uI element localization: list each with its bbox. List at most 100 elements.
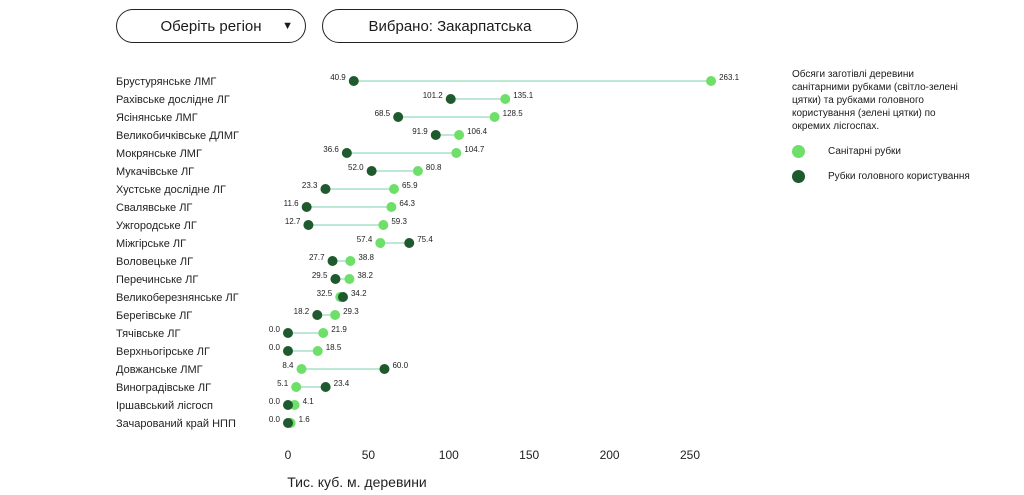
data-label: 4.1 [303, 397, 315, 406]
sanitary-point [345, 256, 356, 266]
category-label: Рахівське дослідне ЛГ [116, 94, 230, 106]
category-label: Іршавський лісгосп [116, 400, 213, 412]
main-point [303, 220, 314, 230]
data-label: 135.1 [513, 91, 534, 100]
data-label: 18.2 [294, 307, 310, 316]
main-point [283, 328, 293, 338]
category-label: Свалявське ЛГ [116, 202, 192, 214]
data-label: 34.2 [351, 289, 367, 298]
main-point [404, 238, 415, 248]
sanitary-point [375, 238, 386, 248]
data-label: 38.2 [357, 271, 373, 280]
legend-description: Обсяги заготівлі деревини санітарними ру… [792, 69, 958, 132]
selected-region-button[interactable]: Вибрано: Закарпатська [322, 9, 578, 43]
data-label: 128.5 [503, 109, 524, 118]
main-point [341, 148, 352, 158]
sanitary-point [344, 274, 355, 284]
data-label: 59.3 [391, 217, 407, 226]
sanitary-point [451, 148, 462, 158]
selected-region-label: Вибрано: Закарпатська [368, 17, 532, 35]
main-point [283, 346, 293, 356]
data-label: 21.9 [331, 325, 347, 334]
data-label: 29.3 [343, 307, 359, 316]
sanitary-point [330, 310, 341, 320]
data-label: 52.0 [348, 163, 364, 172]
legend-label: Санітарні рубки [828, 146, 902, 157]
main-point [320, 184, 331, 194]
legend-item-sanitary: Санітарні рубки [792, 145, 972, 158]
data-label: 38.8 [358, 253, 374, 262]
data-label: 68.5 [375, 109, 391, 118]
data-label: 12.7 [285, 217, 301, 226]
sanitary-point [291, 382, 302, 392]
data-label: 80.8 [426, 163, 442, 172]
sanitary-point [388, 184, 399, 194]
legend-label: Рубки головного користування [828, 171, 970, 182]
category-label: Великобичківське ДЛМГ [116, 130, 239, 142]
sanitary-point [412, 166, 423, 176]
chevron-down-icon: ▼ [282, 20, 293, 32]
main-point [320, 382, 331, 392]
data-label: 60.0 [392, 361, 408, 370]
data-label: 5.1 [277, 379, 289, 388]
x-tick-label: 250 [680, 448, 700, 462]
category-label: Верхньогірське ЛГ [116, 346, 210, 358]
sanitary-point [706, 76, 717, 86]
data-label: 27.7 [309, 253, 325, 262]
dark-dot-icon [792, 170, 805, 183]
sanitary-point [318, 328, 329, 338]
data-label: 64.3 [399, 199, 415, 208]
data-label: 40.9 [330, 73, 346, 82]
region-select[interactable]: Оберіть регіон ▼ [116, 9, 306, 43]
main-point [430, 130, 441, 140]
sanitary-point [296, 364, 307, 374]
x-axis-title: Тис. куб. м. деревини [287, 474, 427, 490]
data-label: 104.7 [464, 145, 485, 154]
data-label: 65.9 [402, 181, 418, 190]
category-label: Воловецьке ЛГ [116, 256, 193, 268]
data-label: 32.5 [317, 289, 333, 298]
category-label: Брустурянське ЛМГ [116, 76, 216, 88]
main-point [312, 310, 323, 320]
legend-item-main: Рубки головного користування [792, 170, 972, 183]
legend: Обсяги заготівлі деревини санітарними ру… [792, 68, 972, 183]
x-tick-label: 0 [285, 448, 292, 462]
x-tick-label: 200 [600, 448, 620, 462]
category-label: Довжанське ЛМГ [116, 364, 203, 376]
data-label: 106.4 [467, 127, 488, 136]
sanitary-point [489, 112, 500, 122]
x-tick-label: 50 [362, 448, 376, 462]
main-point [379, 364, 390, 374]
x-tick-label: 150 [519, 448, 539, 462]
data-label: 0.0 [269, 343, 281, 352]
main-point [393, 112, 404, 122]
main-point [348, 76, 359, 86]
sanitary-point [500, 94, 511, 104]
light-dot-icon [792, 145, 805, 158]
category-label: Зачарований край НПП [116, 418, 236, 430]
data-label: 0.0 [269, 397, 281, 406]
category-label: Міжгірське ЛГ [116, 238, 186, 250]
sanitary-point [386, 202, 397, 212]
category-label: Хустське дослідне ЛГ [116, 184, 226, 196]
category-label: Ужгородське ЛГ [116, 220, 197, 232]
data-label: 75.4 [417, 235, 433, 244]
category-label: Тячівське ЛГ [116, 328, 181, 340]
sanitary-point [312, 346, 323, 356]
data-label: 263.1 [719, 73, 740, 82]
data-label: 18.5 [326, 343, 342, 352]
data-label: 36.6 [323, 145, 339, 154]
main-point [283, 400, 293, 410]
region-select-label: Оберіть регіон [160, 17, 262, 35]
data-label: 101.2 [423, 91, 444, 100]
data-label: 0.0 [269, 415, 281, 424]
data-label: 91.9 [412, 127, 428, 136]
sanitary-point [378, 220, 389, 230]
category-label: Мокрянське ЛМГ [116, 148, 202, 160]
main-point [301, 202, 312, 212]
category-label: Мукачівське ЛГ [116, 166, 194, 178]
data-label: 11.6 [284, 199, 300, 208]
x-tick-label: 100 [439, 448, 459, 462]
sanitary-point [454, 130, 465, 140]
